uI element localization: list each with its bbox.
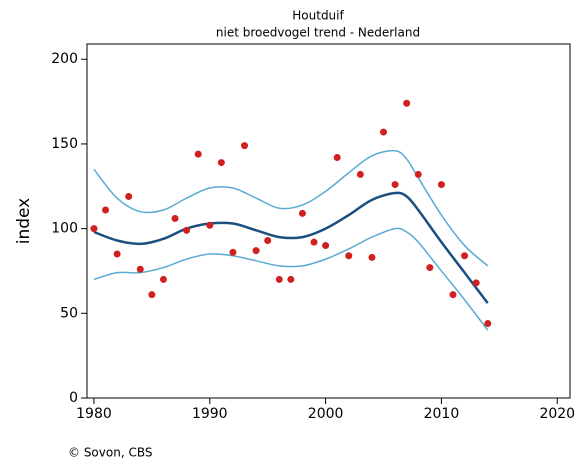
x-tick-label: 2020 <box>539 406 575 422</box>
data-point <box>113 250 121 258</box>
data-point <box>264 236 272 244</box>
data-point <box>217 159 225 167</box>
data-point <box>403 99 411 107</box>
trend-line <box>93 191 489 304</box>
data-point <box>171 214 179 222</box>
data-point <box>484 319 492 327</box>
data-point <box>206 221 214 229</box>
data-point <box>90 225 98 233</box>
data-point <box>136 265 144 273</box>
data-point <box>356 170 364 178</box>
data-point <box>125 192 133 200</box>
data-point <box>322 242 330 250</box>
y-tick-label: 100 <box>51 221 78 237</box>
data-point <box>275 275 283 283</box>
data-point <box>148 291 156 299</box>
data-point <box>449 291 457 299</box>
data-point <box>159 275 167 283</box>
data-point <box>333 153 341 161</box>
x-tick-label: 1980 <box>76 406 112 422</box>
data-point <box>194 150 202 158</box>
data-point <box>102 206 110 214</box>
x-tick-label: 2010 <box>424 406 460 422</box>
trend-line <box>93 149 489 267</box>
data-point <box>380 128 388 136</box>
data-point <box>368 253 376 261</box>
data-point <box>461 252 469 260</box>
y-tick-label: 150 <box>51 136 78 152</box>
data-point <box>426 264 434 272</box>
y-tick-label: 50 <box>60 305 78 321</box>
data-point <box>310 238 318 246</box>
data-point <box>287 275 295 283</box>
x-tick-label: 1990 <box>192 406 228 422</box>
x-tick-label: 2000 <box>308 406 344 422</box>
y-axis-label: index <box>14 198 34 245</box>
data-point <box>437 181 445 189</box>
data-point <box>472 279 480 287</box>
data-point <box>229 248 237 256</box>
trend-line <box>93 227 489 331</box>
plot-frame <box>86 43 571 399</box>
y-tick-label: 0 <box>69 390 78 406</box>
data-point <box>345 252 353 260</box>
data-point <box>298 209 306 217</box>
y-tick-label: 200 <box>51 51 78 67</box>
data-point <box>252 247 260 255</box>
data-point <box>414 170 422 178</box>
chart-subtitle: niet broedvogel trend - Nederland <box>216 26 420 40</box>
data-point <box>241 142 249 150</box>
source: © Sovon, CBS <box>68 446 152 460</box>
data-point <box>391 181 399 189</box>
chart-title: Houtduif <box>292 9 344 23</box>
data-point <box>183 226 191 234</box>
